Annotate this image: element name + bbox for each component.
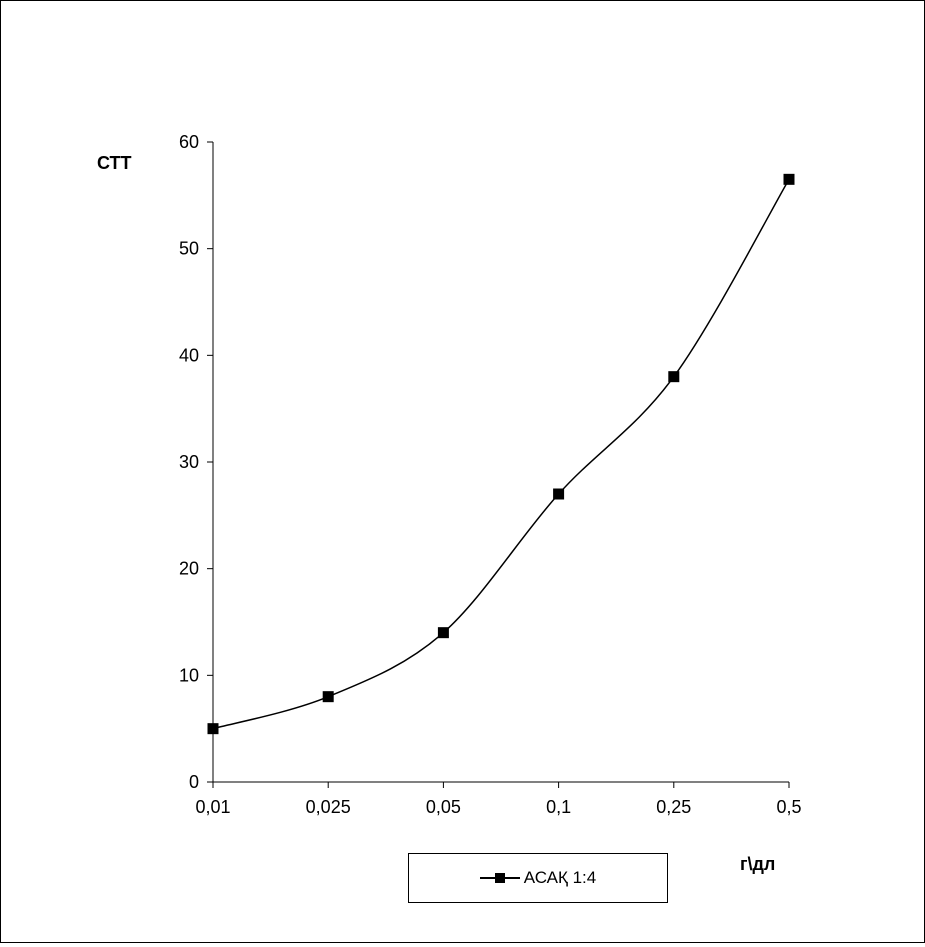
y-axis-title: СТТ [97, 153, 132, 173]
y-tick-label: 60 [179, 132, 199, 152]
x-axis-title: г\дл [740, 854, 775, 874]
x-tick-label: 0,05 [426, 797, 461, 817]
y-tick-label: 30 [179, 452, 199, 472]
y-tick-label: 50 [179, 239, 199, 259]
x-tick-label: 0,5 [776, 797, 801, 817]
x-axis: 0,01 0,025 0,05 0,1 0,25 0,5 [195, 781, 802, 817]
legend: АСАҚ 1:4 [408, 853, 668, 903]
y-tick-label: 20 [179, 559, 199, 579]
legend-label: АСАҚ 1:4 [523, 868, 597, 887]
y-tick-label: 10 [179, 665, 199, 685]
x-tick-label: 0,01 [195, 797, 230, 817]
data-point-marker [322, 691, 334, 703]
series-layer [207, 173, 795, 735]
data-point-marker [668, 371, 680, 383]
x-tick-label: 0,025 [306, 797, 351, 817]
data-point-marker [437, 627, 449, 639]
y-tick-label: 0 [189, 772, 199, 792]
data-point-marker [553, 488, 565, 500]
x-tick-label: 0,25 [656, 797, 691, 817]
data-point-marker [783, 173, 795, 185]
y-axis: 0 10 20 30 40 50 60 [179, 132, 214, 792]
legend-marker-icon [479, 873, 520, 883]
x-tick-label: 0,1 [546, 797, 571, 817]
series-line [212, 178, 790, 730]
y-tick-label: 40 [179, 345, 199, 365]
data-point-marker [207, 723, 219, 735]
